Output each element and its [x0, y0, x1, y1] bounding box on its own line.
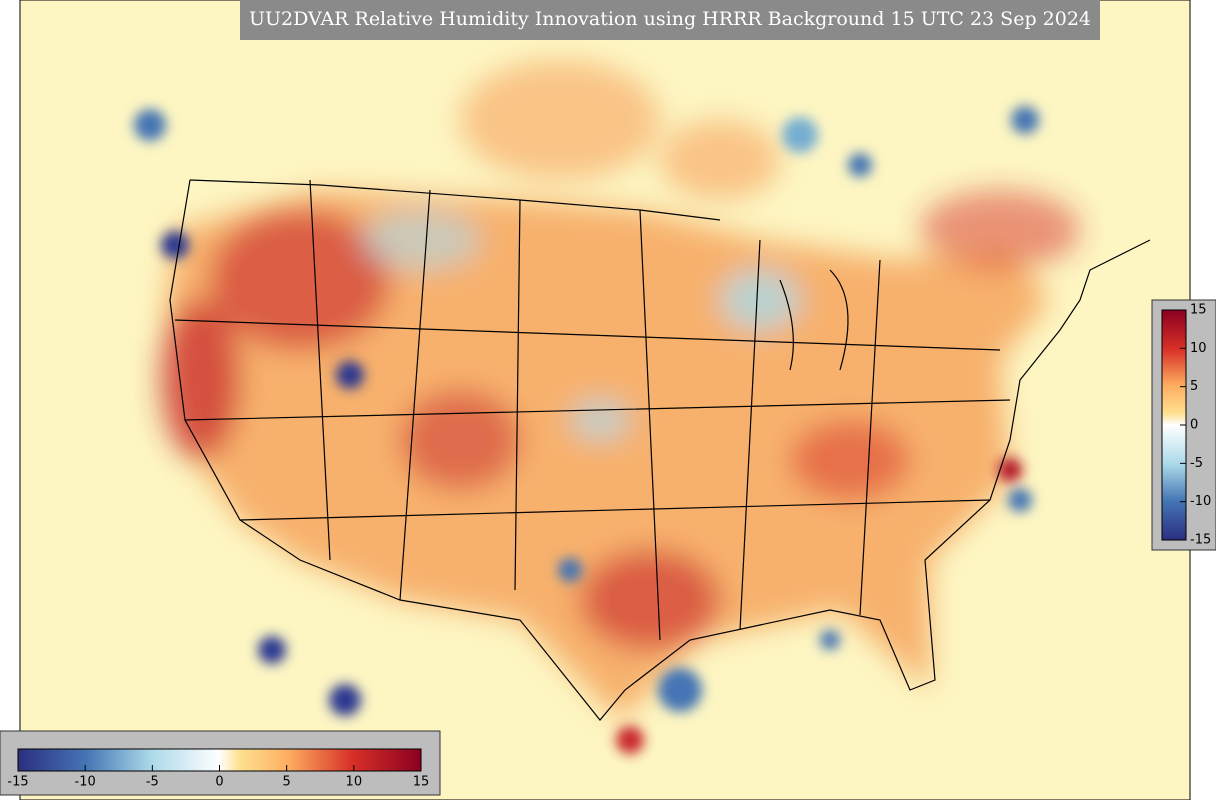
title-box	[240, 0, 1100, 40]
colorbar-bottom: -15 -10 -5 0 5 10 15	[0, 730, 441, 796]
tick-label: -5	[1190, 456, 1203, 471]
tick-label: 5	[283, 775, 291, 790]
field-land	[160, 60, 1080, 720]
tick-label: 15	[1190, 303, 1207, 318]
tick-label: -10	[1190, 494, 1211, 509]
title: UU2DVAR Relative Humidity Innovation usi…	[249, 8, 1091, 30]
tick-label: 10	[346, 775, 363, 790]
tick-label: -15	[1190, 533, 1211, 548]
tick-label: 0	[215, 775, 223, 790]
colorbar-right: -15 -10 -5 0 5 10 15	[1151, 299, 1216, 551]
tick-label: -10	[75, 775, 96, 790]
tick-label: 0	[1190, 418, 1198, 433]
field-blue-spots	[134, 106, 1039, 754]
tick-label: -5	[146, 775, 159, 790]
tick-label: 10	[1190, 341, 1207, 356]
boundaries	[169, 179, 1151, 721]
tick-label: 15	[413, 775, 430, 790]
tick-label: 5	[1190, 379, 1198, 394]
tick-label: -15	[7, 775, 28, 790]
